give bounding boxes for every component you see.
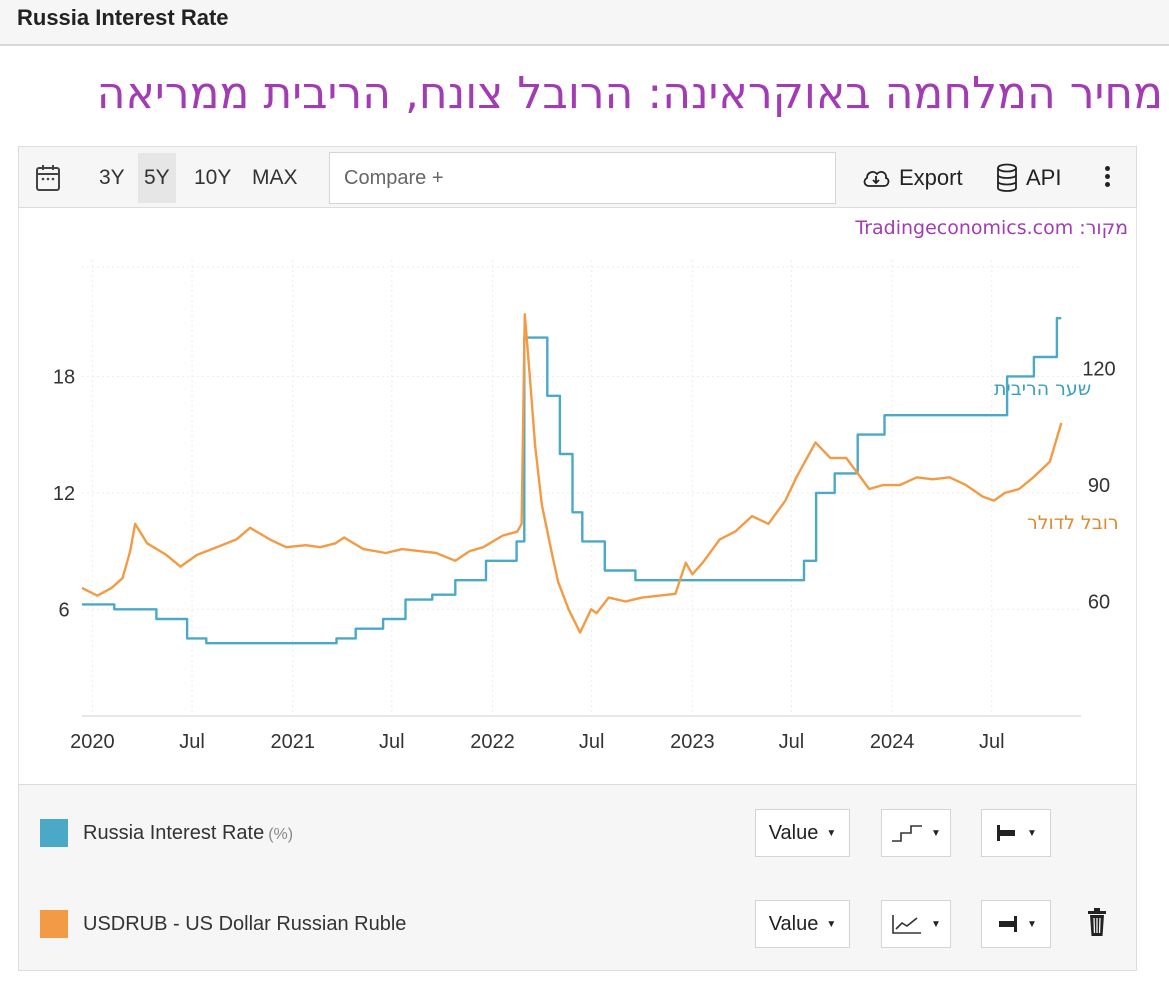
page-header: Russia Interest Rate <box>0 0 1169 46</box>
trash-icon[interactable] <box>1086 907 1108 937</box>
x-tick-label: 2022 <box>470 731 515 753</box>
api-button[interactable]: API <box>996 161 1061 195</box>
annotation-rate-label: שער הריבית <box>994 378 1091 400</box>
x-tick-label: Jul <box>779 731 805 753</box>
y-right-tick-label: 120 <box>1082 359 1115 381</box>
x-tick-label: 2020 <box>70 731 115 753</box>
chart-area: מקור: Tradingeconomics.com 2020 Jul 2021 Ju… <box>18 208 1137 784</box>
y-right-tick-label: 90 <box>1088 475 1110 497</box>
range-3y-button[interactable]: 3Y <box>99 166 125 189</box>
x-tick-label: Jul <box>179 731 205 753</box>
headline: מחיר המלחמה באוקראינה: הרובל צונח, הריבי… <box>96 68 1163 119</box>
source-note: מקור: Tradingeconomics.com <box>855 217 1128 239</box>
annotation-ruble-label: רובל לדולר <box>1027 512 1119 534</box>
y-right-tick-label: 60 <box>1088 592 1110 614</box>
axis-left-icon <box>997 825 1016 841</box>
x-tick-label: Jul <box>979 731 1005 753</box>
export-button[interactable]: Export <box>861 161 963 195</box>
cloud-download-icon <box>863 171 890 187</box>
y-left-tick-label: 18 <box>53 366 75 388</box>
x-tick-label: 2024 <box>870 731 915 753</box>
api-label: API <box>1026 165 1062 190</box>
x-tick-label: 2023 <box>670 731 715 753</box>
x-tick-label: Jul <box>579 731 605 753</box>
page-title: Russia Interest Rate <box>17 5 229 30</box>
legend-swatch-interest-rate <box>40 819 68 847</box>
chart-type-select-usdrub[interactable]: ▼ <box>881 900 951 948</box>
range-10y-button[interactable]: 10Y <box>194 166 232 189</box>
x-tick-label: 2021 <box>270 731 315 753</box>
chart-toolbar: 3Y 5Y 10Y MAX Export API <box>18 146 1137 208</box>
export-label: Export <box>899 165 963 190</box>
series-line-interest-rate <box>82 317 1062 645</box>
legend-label-usdrub: USDRUB - US Dollar Russian Ruble <box>83 913 407 935</box>
y-left-tick-label: 6 <box>58 599 69 621</box>
line-chart-icon <box>892 915 922 934</box>
x-tick-label: Jul <box>379 731 405 753</box>
value-select-usdrub[interactable]: Value ▼ <box>755 900 850 948</box>
legend-swatch-usdrub <box>40 910 68 938</box>
axis-side-select-interest-rate[interactable]: ▼ <box>981 809 1051 857</box>
calendar-icon[interactable] <box>35 164 61 192</box>
axis-side-select-usdrub[interactable]: ▼ <box>981 900 1051 948</box>
value-select-interest-rate[interactable]: Value ▼ <box>755 809 850 857</box>
y-left-tick-label: 12 <box>53 483 75 505</box>
series-line-usdrub <box>81 313 1063 634</box>
axis-right-icon <box>999 916 1018 932</box>
legend-panel: Russia Interest Rate (%) Value ▼ ▼ ▼ USDRU… <box>18 784 1137 971</box>
legend-unit: (%) <box>268 826 294 843</box>
legend-label-interest-rate: Russia Interest Rate (%) <box>83 822 294 844</box>
range-5y-button[interactable]: 5Y <box>138 153 176 203</box>
range-max-button[interactable]: MAX <box>252 166 298 189</box>
legend-row-interest-rate: Russia Interest Rate (%) Value ▼ ▼ ▼ <box>19 803 1138 863</box>
chart-type-select-interest-rate[interactable]: ▼ <box>881 809 951 857</box>
legend-row-usdrub: USDRUB - US Dollar Russian Ruble Value ▼ … <box>19 894 1138 954</box>
compare-input[interactable] <box>329 152 836 204</box>
step-line-icon <box>892 825 923 842</box>
chart-plot: 2020 Jul 2021 Jul 2022 Jul 2023 Jul 2024 Jul 6 12 18… <box>53 260 1119 753</box>
database-icon <box>997 163 1017 192</box>
more-options-icon[interactable] <box>1098 163 1116 193</box>
